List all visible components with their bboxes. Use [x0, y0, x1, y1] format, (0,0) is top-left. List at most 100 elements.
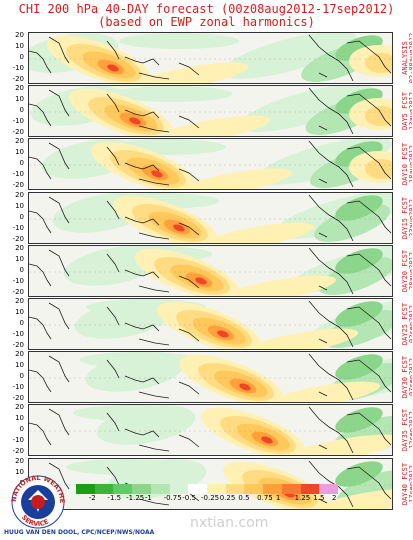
latitude-tick-label: -20 [12, 128, 24, 137]
forecast-map-panel [28, 244, 393, 297]
latitude-tick-label: 0 [19, 265, 24, 274]
latitude-tick-label: 10 [15, 201, 24, 210]
latitude-tick-label: 0 [19, 106, 24, 115]
color-scale-swatch [76, 484, 95, 494]
latitude-tick-label: -20 [12, 394, 24, 403]
forecast-map-panel [28, 404, 393, 457]
forecast-map-panel [28, 191, 393, 244]
latitude-tick-label: 10 [15, 42, 24, 50]
color-scale-tick: 2 [332, 494, 337, 502]
panel-label-line2: 07sep2012 [408, 358, 412, 397]
color-scale-tick: -1.5 [107, 494, 122, 502]
color-scale-swatch [225, 484, 245, 494]
panel-label-line2: 17sep2012 [408, 464, 412, 503]
color-scale-ticks: -2 -1.5 -1.25 -1 -0.75 -0.5 -0.25 0.25 0.5 0.75 1 1… [76, 494, 356, 504]
forecast-map-panel [28, 85, 393, 138]
color-scale-tick: 0.5 [238, 494, 250, 502]
latitude-tick-label: 20 [15, 456, 24, 465]
panel-date-label: DAY30 FCST 07sep2012 [394, 351, 412, 403]
color-scale-swatch [263, 484, 282, 494]
panel-date-label: DAY10 FCST 18aug2012 [394, 138, 412, 190]
latitude-labels: 20 10 0 -10 -20 [0, 351, 26, 403]
color-scale-tick: -1.25 [126, 494, 145, 502]
latitude-tick-label: 20 [15, 137, 24, 146]
latitude-tick-label: -10 [12, 276, 24, 285]
panel-label-line2: 02-08aug2012 [408, 32, 412, 84]
color-scale-swatch [207, 484, 226, 494]
panel-date-label: DAY25 FCST 02sep2012 [394, 298, 412, 350]
latitude-tick-label: 20 [15, 350, 24, 359]
color-scale-swatch [94, 484, 114, 494]
latitude-labels: 20 10 0 -10 -20 [0, 243, 26, 297]
color-scale-tick: -0.75 [163, 494, 182, 502]
color-scale-bar [76, 484, 339, 494]
color-scale-tick: -0.25 [201, 494, 220, 502]
panel-label-line2: 23aug2012 [408, 198, 412, 237]
panel-label-line2: 12sep2012 [408, 411, 412, 450]
latitude-tick-label: -10 [12, 64, 24, 72]
latitude-tick-label: -10 [12, 383, 24, 392]
forecast-map-panel [28, 351, 393, 404]
credit-line: HUUG VAN DEN DOOL, CPC/NCEP/NWS/NOAA [4, 529, 155, 536]
color-scale-swatch [300, 484, 320, 494]
latitude-tick-label: 0 [19, 212, 24, 221]
color-scale-tick: 1 [275, 494, 281, 502]
latitude-tick-label: 0 [19, 53, 24, 61]
latitude-tick-label: -20 [12, 287, 24, 296]
color-scale-tick: -2 [88, 494, 96, 502]
latitude-labels: 20 10 0 -10 -20 [0, 190, 26, 244]
latitude-tick-label: 10 [15, 414, 24, 423]
forecast-map-panel [28, 298, 393, 350]
latitude-labels: 20 10 0 -10 -20 [0, 298, 26, 350]
color-scale-swatch [319, 484, 339, 494]
color-scale-tick: 1.25 [294, 494, 311, 502]
panel-label-line2: 02sep2012 [408, 305, 412, 343]
map-subtitle: (based on EWP zonal harmonics) [98, 15, 315, 29]
color-scale-tick: -0.5 [182, 494, 196, 502]
latitude-tick-label: 10 [15, 148, 24, 157]
nws-logo: NATIONAL WEATHER SERVICE [1, 464, 72, 530]
latitude-tick-label: 20 [15, 190, 24, 199]
latitude-tick-label: -10 [12, 330, 24, 338]
latitude-labels: 20 10 0 -10 -20 [0, 85, 26, 137]
latitude-tick-label: 10 [15, 361, 24, 370]
color-scale-swatch [132, 484, 151, 494]
latitude-tick-label: 20 [15, 84, 24, 93]
latitude-tick-label: 10 [15, 254, 24, 263]
panel-date-label: DAY15 FCST 23aug2012 [394, 192, 412, 244]
panel-date-label: DAY40 FCST 17sep2012 [394, 458, 412, 510]
latitude-tick-label: 20 [15, 403, 24, 412]
latitude-tick-label: 10 [15, 95, 24, 104]
latitude-tick-label: -20 [12, 234, 24, 243]
latitude-tick-label: -10 [12, 223, 24, 232]
latitude-tick-label: -20 [12, 341, 24, 349]
map-title: CHI 200 hPa 40-DAY forecast (00z08aug201… [18, 2, 395, 16]
color-scale-swatch [113, 484, 133, 494]
latitude-tick-label: 20 [15, 297, 24, 305]
color-scale-tick: -1 [144, 494, 152, 502]
latitude-tick-label: -20 [12, 75, 24, 83]
latitude-tick-label: 0 [19, 319, 24, 327]
color-scale-swatch [150, 484, 170, 494]
panel-label-line2: 13aug2012 [408, 92, 412, 131]
panel-label-line2: 18aug2012 [408, 145, 412, 184]
panel-date-label: DAY5 FCST 13aug2012 [394, 85, 412, 137]
latitude-tick-label: 0 [19, 372, 24, 381]
latitude-labels: 20 10 0 -10 -20 [0, 404, 26, 456]
color-scale-tick: 0.75 [257, 494, 273, 502]
latitude-tick-label: 20 [15, 243, 24, 252]
latitude-labels: 20 10 0 -10 -20 [0, 138, 26, 190]
color-scale-tick: 0.25 [219, 494, 236, 502]
latitude-tick-label: 10 [15, 308, 24, 316]
latitude-tick-label: -20 [12, 181, 24, 190]
color-scale-tick: 1.5 [313, 494, 325, 502]
watermark: nxtian.com [190, 515, 269, 531]
latitude-tick-label: 0 [19, 159, 24, 168]
latitude-tick-label: 20 [15, 31, 24, 39]
latitude-tick-label: -10 [12, 170, 24, 179]
color-scale-swatch [188, 484, 208, 494]
color-scale-swatch [244, 484, 264, 494]
panel-date-label: DAY35 FCST 12sep2012 [394, 404, 412, 456]
color-scale-swatch [169, 484, 189, 494]
latitude-tick-label: -10 [12, 436, 24, 445]
